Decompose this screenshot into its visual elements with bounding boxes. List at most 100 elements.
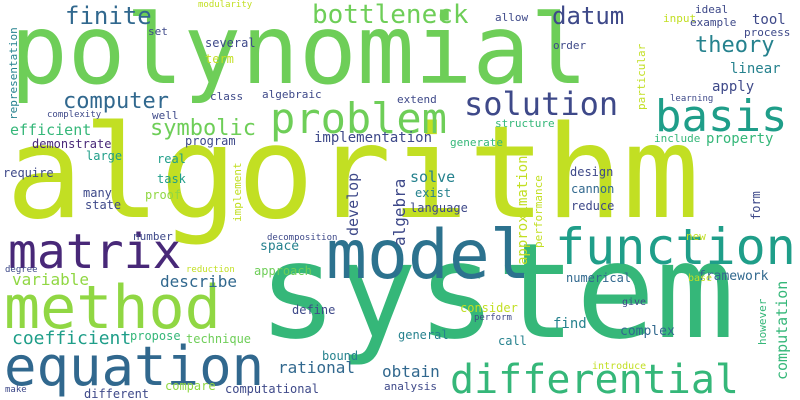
cloud-word: obtain bbox=[382, 362, 440, 381]
cloud-word: solve bbox=[410, 168, 456, 186]
cloud-word: proof bbox=[145, 188, 182, 202]
cloud-word: complex bbox=[620, 324, 675, 339]
cloud-word: space bbox=[260, 239, 300, 254]
cloud-word: algorithm bbox=[6, 99, 700, 248]
cloud-word: learning bbox=[670, 94, 714, 104]
cloud-word: numerical bbox=[566, 271, 632, 285]
cloud-word: reduction bbox=[186, 265, 235, 275]
cloud-word: theory bbox=[695, 33, 775, 58]
cloud-word: process bbox=[744, 26, 791, 39]
cloud-word: exist bbox=[415, 186, 452, 200]
cloud-word: call bbox=[498, 334, 527, 348]
cloud-word: finite bbox=[65, 2, 152, 30]
cloud-word: form bbox=[749, 191, 763, 220]
cloud-word: modularity bbox=[198, 0, 253, 10]
cloud-word: new bbox=[686, 230, 706, 243]
cloud-word: state bbox=[85, 198, 122, 212]
cloud-word: approximation bbox=[515, 155, 531, 265]
cloud-word: efficient bbox=[10, 121, 92, 139]
cloud-word: representation bbox=[7, 27, 20, 120]
cloud-word: define bbox=[292, 303, 336, 317]
cloud-word: allow bbox=[495, 11, 529, 24]
cloud-word: class bbox=[210, 90, 244, 103]
cloud-word: term bbox=[205, 52, 234, 66]
cloud-word: require bbox=[3, 166, 54, 180]
cloud-word: make bbox=[5, 385, 27, 395]
cloud-word: structure bbox=[495, 117, 555, 130]
cloud-word: demonstrate bbox=[32, 137, 112, 151]
cloud-word: property bbox=[706, 131, 774, 147]
cloud-word: complexity bbox=[47, 110, 102, 120]
cloud-word: matrix bbox=[8, 224, 182, 280]
cloud-word: base bbox=[688, 273, 713, 284]
cloud-word: datum bbox=[552, 2, 625, 30]
cloud-word: generate bbox=[450, 136, 503, 149]
cloud-word: computational bbox=[225, 382, 319, 396]
cloud-word: number bbox=[133, 230, 173, 243]
cloud-word: program bbox=[185, 134, 236, 148]
cloud-word: example bbox=[690, 16, 737, 29]
cloud-word: particular bbox=[635, 43, 648, 110]
cloud-word: order bbox=[553, 39, 587, 52]
cloud-word: set bbox=[148, 25, 168, 38]
cloud-word: large bbox=[86, 149, 123, 163]
cloud-word: give bbox=[622, 297, 647, 308]
cloud-word: solution bbox=[464, 85, 619, 123]
cloud-word: model bbox=[326, 216, 531, 295]
cloud-word: algebraic bbox=[262, 88, 322, 101]
cloud-word: bound bbox=[322, 349, 359, 363]
cloud-word: language bbox=[410, 201, 468, 215]
cloud-word: however bbox=[756, 298, 769, 345]
cloud-word: implement bbox=[231, 162, 244, 222]
cloud-word: describe bbox=[160, 272, 238, 291]
cloud-word: degree bbox=[5, 265, 38, 275]
cloud-word: introduce bbox=[592, 361, 647, 372]
cloud-word: real bbox=[157, 152, 186, 166]
cloud-word: cannon bbox=[571, 182, 615, 196]
cloud-word: decomposition bbox=[267, 233, 338, 243]
cloud-word: computation bbox=[773, 280, 791, 380]
cloud-word: tool bbox=[752, 12, 786, 28]
cloud-word: equation bbox=[4, 335, 265, 398]
cloud-word: function bbox=[555, 218, 796, 276]
cloud-word: computer bbox=[63, 89, 169, 114]
cloud-word: well bbox=[152, 109, 179, 122]
cloud-word: problem bbox=[270, 94, 448, 143]
cloud-word: general bbox=[398, 328, 449, 342]
cloud-word: approach bbox=[254, 264, 312, 278]
cloud-word: perform bbox=[474, 313, 512, 323]
cloud-word: symbolic bbox=[150, 116, 256, 141]
cloud-word: variable bbox=[12, 270, 90, 289]
cloud-word: extend bbox=[397, 93, 437, 106]
cloud-word: reduce bbox=[571, 199, 615, 213]
cloud-word: different bbox=[84, 387, 150, 400]
cloud-word: task bbox=[157, 172, 186, 186]
cloud-word: rational bbox=[278, 358, 356, 377]
cloud-word: bottleneck bbox=[312, 0, 469, 30]
cloud-word: ideal bbox=[695, 3, 729, 16]
cloud-word: performance bbox=[532, 175, 545, 248]
cloud-word: linear bbox=[730, 61, 781, 77]
cloud-word: propose bbox=[130, 329, 181, 343]
cloud-word: algebra bbox=[390, 178, 409, 246]
cloud-word: input bbox=[663, 12, 697, 25]
cloud-word: method bbox=[4, 273, 221, 343]
cloud-word: apply bbox=[712, 79, 755, 95]
cloud-word: include bbox=[654, 132, 701, 145]
cloud-word: framework bbox=[698, 269, 769, 284]
cloud-word: implementation bbox=[314, 130, 433, 146]
cloud-word: polynomial bbox=[10, 0, 588, 106]
cloud-word: several bbox=[205, 36, 256, 50]
cloud-word: compare bbox=[165, 379, 216, 393]
cloud-word: coefficient bbox=[12, 328, 132, 349]
cloud-word: system bbox=[258, 215, 735, 369]
cloud-word: analysis bbox=[384, 380, 437, 393]
cloud-word: consider bbox=[460, 301, 518, 315]
cloud-word: technique bbox=[186, 332, 252, 346]
cloud-word: design bbox=[570, 165, 614, 179]
cloud-word: many bbox=[83, 186, 112, 200]
cloud-word: basis bbox=[655, 91, 788, 142]
cloud-word: differential bbox=[450, 357, 739, 400]
cloud-word: find bbox=[553, 316, 587, 332]
